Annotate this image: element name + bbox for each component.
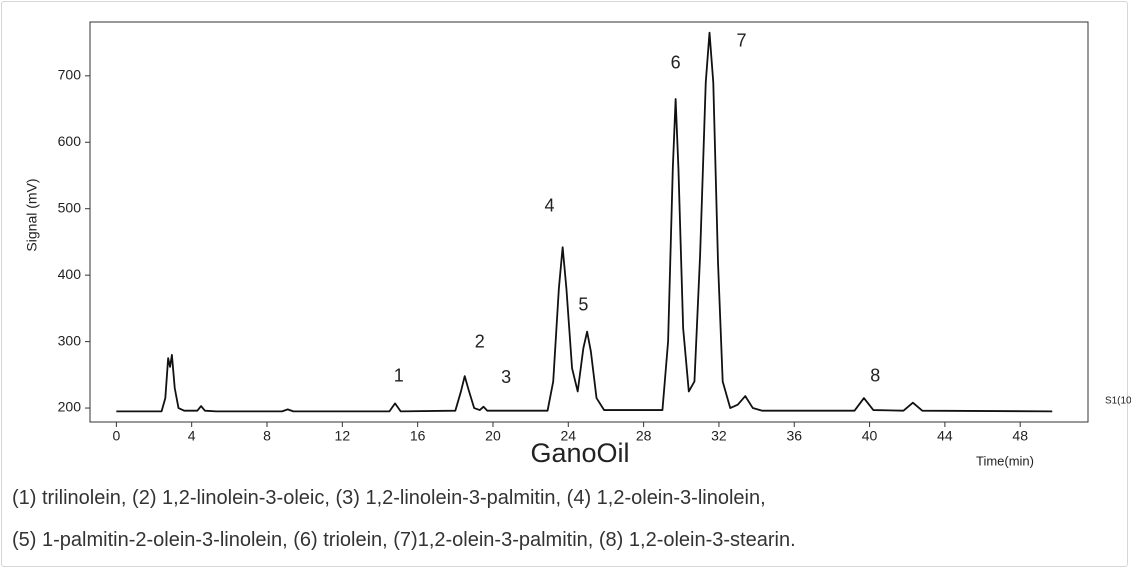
signal-trace	[116, 31, 1053, 413]
y-tick-label: 500	[58, 199, 82, 215]
y-tick-label: 300	[58, 332, 82, 348]
y-tick-label: 400	[58, 266, 82, 282]
peak-label: S1(10)	[1105, 395, 1131, 406]
x-tick-label: 48	[1012, 428, 1028, 444]
x-tick-label: 44	[937, 428, 953, 444]
x-tick-label: 40	[862, 428, 878, 444]
peak-label: 7	[737, 31, 747, 51]
peak-label: 3	[501, 367, 511, 387]
peak-label: 4	[544, 195, 554, 215]
peak-label: 1	[394, 366, 404, 386]
caption-line: (5) 1-palmitin-2-olein-3-linolein, (6) t…	[12, 529, 796, 551]
chart-title: GanoOil	[530, 438, 629, 468]
x-tick-label: 24	[560, 428, 576, 444]
x-tick-label: 0	[112, 428, 120, 444]
x-tick-label: 16	[410, 428, 426, 444]
x-tick-label: 12	[335, 428, 351, 444]
y-tick-label: 700	[58, 67, 82, 83]
peak-label: 5	[578, 294, 588, 314]
y-tick-label: 600	[58, 133, 82, 149]
x-tick-label: 20	[485, 428, 501, 444]
x-tick-label: 36	[786, 428, 802, 444]
plot-frame	[89, 21, 1089, 423]
x-tick-label: 8	[263, 428, 271, 444]
peak-label: 2	[475, 332, 485, 352]
y-axis-label: Signal (mV)	[24, 178, 40, 251]
caption-line: (1) trilinolein, (2) 1,2-linolein-3-olei…	[12, 487, 766, 509]
x-tick-label: 4	[188, 428, 196, 444]
x-axis-label: Time(min)	[976, 453, 1034, 468]
peak-label: 8	[870, 366, 880, 386]
x-tick-label: 28	[636, 428, 652, 444]
peak-label: 6	[671, 53, 681, 73]
y-tick-label: 200	[58, 399, 82, 415]
x-tick-label: 32	[711, 428, 727, 444]
